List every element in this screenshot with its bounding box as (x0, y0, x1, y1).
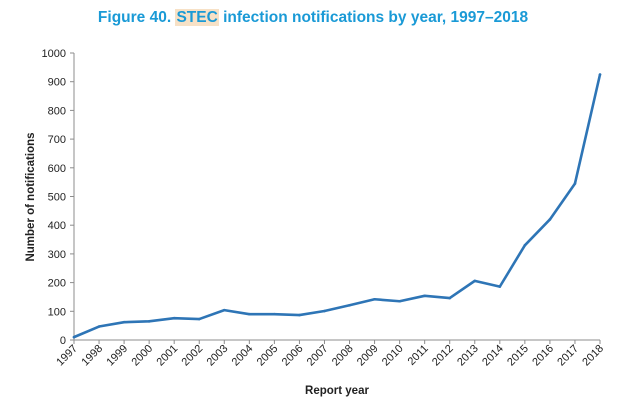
data-point (197, 317, 201, 321)
x-tick-label: 1998 (79, 343, 105, 369)
data-point (248, 312, 251, 316)
y-tick-label: 900 (48, 77, 66, 89)
x-tick-label: 2009 (355, 343, 381, 369)
y-tick-label: 800 (48, 105, 66, 117)
data-point (598, 73, 602, 76)
data-point (473, 279, 477, 283)
x-tick-label: 2010 (380, 343, 406, 369)
y-tick-label: 100 (48, 306, 66, 318)
x-axis-title: Report year (305, 385, 369, 397)
x-tick-label: 2003 (205, 343, 231, 369)
y-axis-ticks: 0 100 200 300 400 500 600 700 800 900 1000 (42, 48, 74, 347)
data-point (448, 296, 452, 300)
chart-axes (73, 53, 600, 341)
x-tick-label: 2012 (430, 343, 456, 369)
x-tick-label: 2016 (530, 343, 556, 369)
series-line (72, 73, 602, 339)
data-point (147, 320, 151, 323)
chart-title: Figure 40. STEC infection notifications … (0, 9, 626, 27)
x-tick-label: 2015 (505, 343, 531, 369)
data-point (273, 312, 276, 316)
x-tick-label: 2013 (455, 343, 481, 369)
x-tick-label: 1997 (54, 343, 80, 369)
y-tick-label: 300 (48, 249, 66, 261)
x-tick-label: 2011 (406, 343, 431, 368)
y-axis-title: Number of notifications (25, 132, 37, 261)
x-tick-label: 2002 (180, 343, 206, 369)
x-tick-label: 2007 (305, 343, 331, 369)
data-point (222, 308, 226, 312)
y-tick-label: 700 (48, 134, 66, 146)
data-point (298, 313, 301, 317)
data-point (523, 243, 527, 247)
title-prefix: Figure 40. (97, 9, 176, 26)
x-tick-label: 2001 (155, 343, 181, 369)
x-tick-label: 2005 (255, 343, 281, 369)
data-point (72, 335, 76, 339)
x-tick-label: 2018 (580, 343, 606, 369)
x-tick-label: 2006 (280, 343, 306, 369)
data-point (323, 309, 326, 313)
data-point (398, 299, 401, 303)
series-group (72, 73, 602, 339)
x-tick-label: 2017 (555, 343, 581, 369)
y-tick-label: 500 (48, 192, 66, 204)
y-tick-label: 200 (48, 278, 66, 290)
data-point (423, 294, 426, 298)
data-point (122, 320, 126, 324)
data-point (172, 316, 176, 320)
x-axis-ticks: 1997 1998 1999 2000 2001 2002 2003 2004 2005 2006… (54, 340, 606, 368)
data-point (97, 325, 101, 328)
data-point (498, 285, 502, 288)
x-tick-label: 2004 (230, 343, 256, 369)
y-tick-label: 400 (48, 220, 66, 232)
y-tick-label: 0 (60, 335, 66, 347)
x-tick-label: 2000 (129, 343, 155, 369)
x-tick-label: 2008 (330, 343, 356, 369)
data-point (348, 303, 351, 307)
data-point (573, 182, 577, 185)
title-highlight-stec: STEC (175, 9, 219, 26)
y-tick-label: 600 (48, 163, 66, 175)
data-point (548, 218, 552, 221)
x-tick-label: 2014 (480, 343, 506, 369)
data-point (373, 297, 376, 301)
x-tick-label: 1999 (104, 343, 130, 369)
y-tick-label: 1000 (42, 48, 66, 60)
title-suffix: infection notifications by year, 1997–20… (218, 9, 529, 26)
